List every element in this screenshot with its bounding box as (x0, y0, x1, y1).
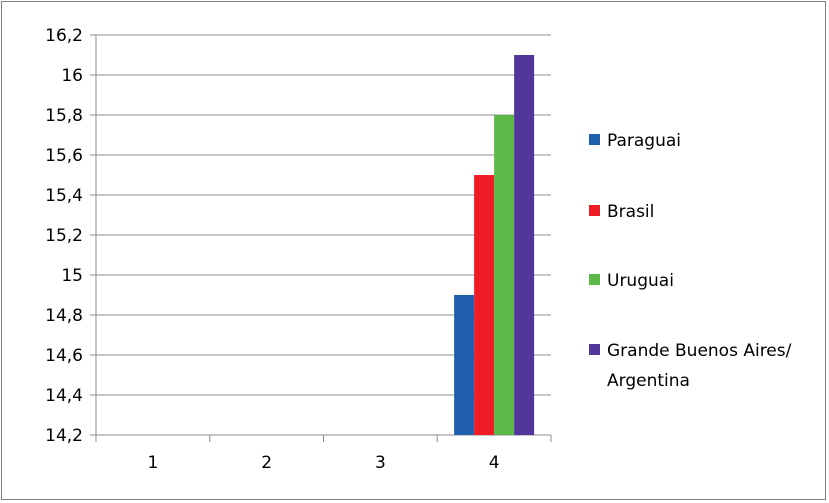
y-tick-label: 14,4 (45, 386, 83, 406)
y-tick-label: 16 (61, 66, 83, 86)
y-tick-label: 15,4 (45, 186, 83, 206)
legend-label: Uruguai (607, 271, 674, 291)
y-tick-label: 14,2 (45, 426, 83, 446)
legend-label: Grande Buenos Aires/ (607, 341, 792, 361)
x-tick-label: 4 (489, 453, 500, 473)
bar-uruguai (494, 115, 515, 435)
bar-paraguai (454, 295, 475, 435)
legend-label: Argentina (607, 371, 690, 391)
y-tick-label: 14,6 (45, 346, 83, 366)
legend-label: Paraguai (607, 131, 681, 151)
bar-brasil (474, 175, 495, 435)
x-tick-label: 3 (375, 453, 386, 473)
legend-swatch (589, 344, 600, 355)
y-tick-label: 16,2 (45, 26, 83, 46)
x-tick-label: 2 (261, 453, 272, 473)
bar-grande-buenos-aires (514, 55, 535, 435)
legend-label: Brasil (607, 202, 654, 222)
y-tick-label: 15 (61, 266, 83, 286)
y-tick-label: 15,6 (45, 146, 83, 166)
legend-swatch (589, 134, 600, 145)
y-tick-label: 15,2 (45, 226, 83, 246)
y-tick-label: 15,8 (45, 106, 83, 126)
y-tick-label: 14,8 (45, 306, 83, 326)
legend-swatch (589, 274, 600, 285)
x-tick-label: 1 (147, 453, 158, 473)
legend-swatch (589, 205, 600, 216)
